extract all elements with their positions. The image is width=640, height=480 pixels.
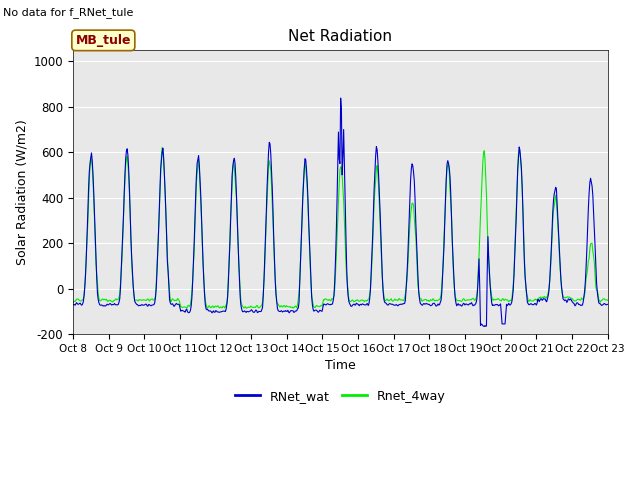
RNet_wat — [337, 95, 344, 101]
Rnet_4way — [79, 297, 86, 302]
RNet_wat — [422, 301, 429, 307]
Legend: RNet_wat, Rnet_4way: RNet_wat, Rnet_4way — [230, 384, 451, 408]
Rnet_4way — [69, 300, 77, 306]
Rnet_4way — [604, 297, 612, 303]
RNet_wat — [188, 294, 196, 300]
Rnet_4way — [407, 213, 415, 218]
Text: No data for f_RNet_tule: No data for f_RNet_tule — [3, 7, 134, 18]
RNet_wat — [69, 302, 77, 308]
Rnet_4way — [158, 144, 166, 150]
RNet_wat — [216, 309, 224, 315]
RNet_wat — [604, 301, 612, 307]
Rnet_4way — [217, 304, 225, 310]
Line: Rnet_4way: Rnet_4way — [73, 147, 608, 308]
Rnet_4way — [243, 305, 250, 311]
Title: Net Radiation: Net Radiation — [288, 29, 392, 44]
RNet_wat — [481, 324, 488, 329]
X-axis label: Time: Time — [325, 360, 356, 372]
Rnet_4way — [189, 277, 196, 283]
Y-axis label: Solar Radiation (W/m2): Solar Radiation (W/m2) — [15, 119, 28, 265]
RNet_wat — [406, 195, 413, 201]
RNet_wat — [134, 302, 141, 308]
RNet_wat — [79, 301, 86, 307]
Rnet_4way — [422, 297, 430, 302]
Line: RNet_wat: RNet_wat — [73, 98, 608, 326]
Rnet_4way — [134, 298, 141, 304]
Text: MB_tule: MB_tule — [76, 34, 131, 47]
